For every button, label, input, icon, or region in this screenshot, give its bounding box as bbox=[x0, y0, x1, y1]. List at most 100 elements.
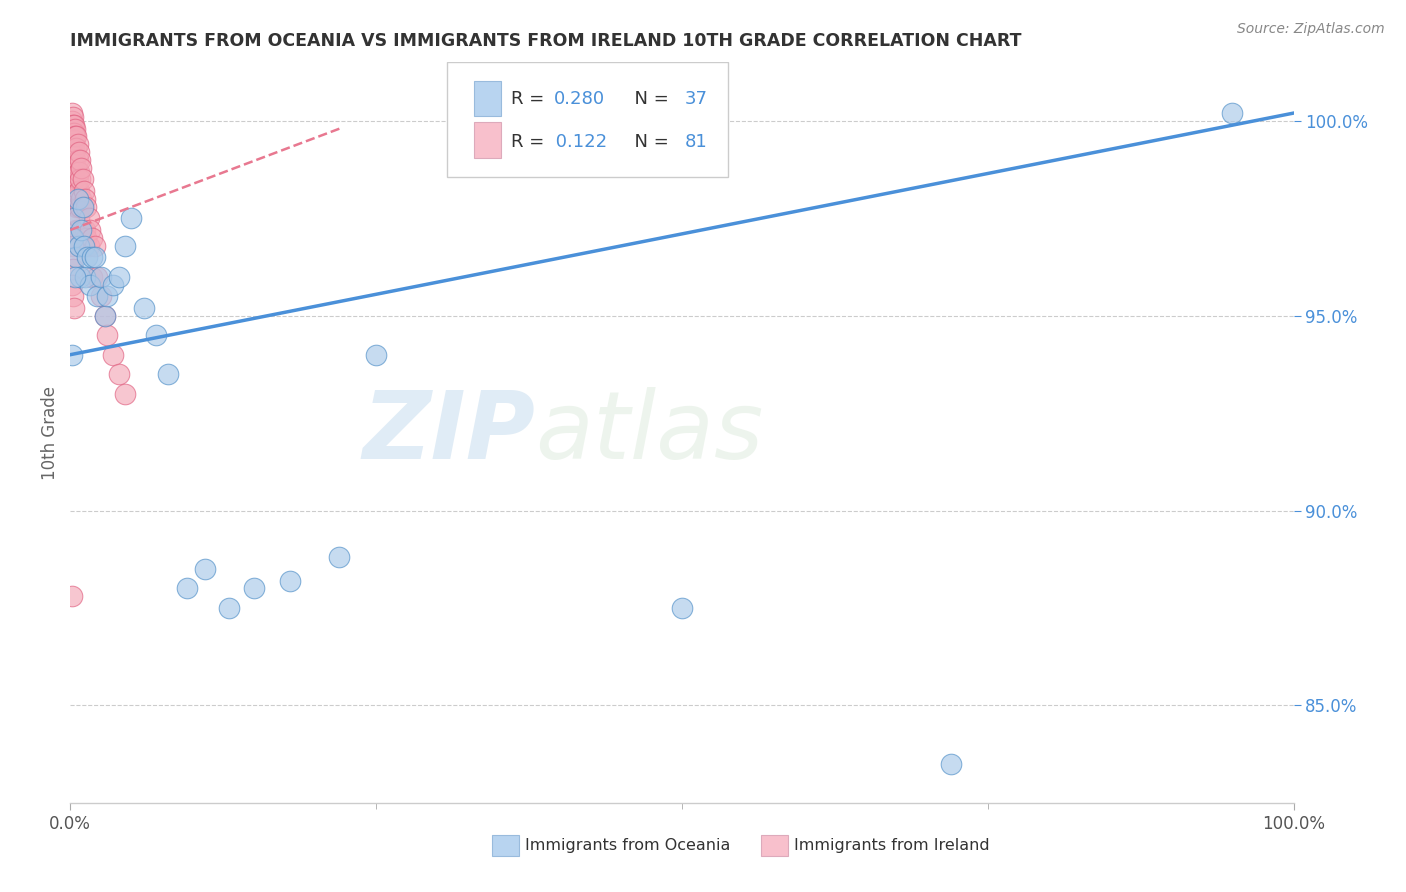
Point bbox=[77, 211, 100, 226]
Point bbox=[671, 601, 693, 615]
Point bbox=[65, 161, 87, 175]
Point bbox=[73, 269, 96, 284]
Text: Source: ZipAtlas.com: Source: ZipAtlas.com bbox=[1237, 22, 1385, 37]
Point bbox=[62, 262, 84, 277]
Point bbox=[65, 250, 87, 264]
Point bbox=[101, 277, 124, 292]
FancyBboxPatch shape bbox=[447, 62, 728, 178]
Point bbox=[62, 164, 84, 178]
Point bbox=[66, 200, 89, 214]
Point bbox=[60, 176, 83, 190]
Text: Immigrants from Oceania: Immigrants from Oceania bbox=[526, 838, 731, 854]
Point bbox=[60, 137, 83, 152]
Point bbox=[79, 277, 101, 292]
Point bbox=[62, 289, 84, 303]
Point bbox=[69, 200, 91, 214]
Text: 37: 37 bbox=[685, 90, 707, 108]
Point bbox=[62, 126, 84, 140]
Point bbox=[72, 223, 94, 237]
Point bbox=[62, 149, 84, 163]
Text: 0.280: 0.280 bbox=[554, 90, 605, 108]
Y-axis label: 10th Grade: 10th Grade bbox=[41, 385, 59, 480]
Point bbox=[243, 582, 266, 596]
Point bbox=[96, 289, 118, 303]
Point bbox=[93, 309, 115, 323]
Point bbox=[70, 161, 93, 175]
Point bbox=[280, 574, 302, 588]
Point bbox=[72, 200, 94, 214]
Point bbox=[60, 277, 83, 292]
Point bbox=[72, 200, 94, 214]
Point bbox=[60, 161, 83, 175]
Point bbox=[67, 211, 90, 226]
Point bbox=[63, 149, 86, 163]
Point bbox=[73, 192, 96, 206]
Point bbox=[83, 238, 105, 252]
Text: 81: 81 bbox=[685, 133, 707, 151]
Point bbox=[83, 250, 105, 264]
Text: atlas: atlas bbox=[536, 387, 763, 478]
Point bbox=[67, 238, 90, 252]
Point bbox=[63, 153, 86, 167]
Point bbox=[67, 145, 90, 159]
Point bbox=[157, 367, 180, 381]
Point bbox=[66, 172, 89, 186]
Point bbox=[66, 137, 89, 152]
Point bbox=[108, 269, 131, 284]
Point bbox=[73, 238, 96, 252]
Point bbox=[90, 269, 112, 284]
Point bbox=[60, 153, 83, 167]
Point bbox=[62, 118, 84, 132]
Point bbox=[86, 269, 108, 284]
Text: R =: R = bbox=[510, 90, 550, 108]
Point bbox=[62, 238, 84, 252]
Point bbox=[60, 106, 83, 120]
Point bbox=[1220, 106, 1243, 120]
Point bbox=[132, 301, 155, 315]
Point bbox=[76, 250, 98, 264]
Point bbox=[63, 172, 86, 186]
Point bbox=[114, 386, 136, 401]
Point bbox=[75, 231, 97, 245]
Point bbox=[62, 231, 84, 245]
Point bbox=[65, 180, 87, 194]
Point bbox=[63, 192, 86, 206]
Point bbox=[67, 184, 90, 198]
Point bbox=[145, 328, 167, 343]
Point bbox=[60, 121, 83, 136]
Point bbox=[73, 184, 96, 198]
Point bbox=[939, 756, 962, 771]
Point bbox=[60, 231, 83, 245]
Point bbox=[63, 161, 86, 175]
Point bbox=[93, 309, 115, 323]
Point bbox=[63, 129, 86, 144]
Point bbox=[328, 550, 350, 565]
Text: IMMIGRANTS FROM OCEANIA VS IMMIGRANTS FROM IRELAND 10TH GRADE CORRELATION CHART: IMMIGRANTS FROM OCEANIA VS IMMIGRANTS FR… bbox=[70, 32, 1022, 50]
Point bbox=[60, 129, 83, 144]
Point bbox=[82, 269, 104, 284]
Point bbox=[63, 269, 86, 284]
Text: 0.122: 0.122 bbox=[550, 133, 607, 151]
Point bbox=[69, 172, 91, 186]
Point bbox=[218, 601, 240, 615]
Text: N =: N = bbox=[623, 133, 675, 151]
Point bbox=[65, 223, 87, 237]
Point bbox=[96, 328, 118, 343]
Point bbox=[70, 223, 93, 237]
Point bbox=[66, 223, 89, 237]
Point bbox=[60, 145, 83, 159]
Text: Immigrants from Ireland: Immigrants from Ireland bbox=[794, 838, 990, 854]
Point bbox=[63, 133, 86, 147]
Point bbox=[101, 348, 124, 362]
Point bbox=[66, 192, 89, 206]
Point bbox=[62, 172, 84, 186]
Point bbox=[63, 141, 86, 155]
Point bbox=[63, 118, 86, 132]
Point bbox=[60, 169, 83, 183]
Point bbox=[65, 141, 87, 155]
Bar bbox=[492, 836, 519, 856]
Bar bbox=[762, 836, 789, 856]
Text: ZIP: ZIP bbox=[363, 386, 536, 479]
Point bbox=[63, 121, 86, 136]
Point bbox=[121, 211, 143, 226]
